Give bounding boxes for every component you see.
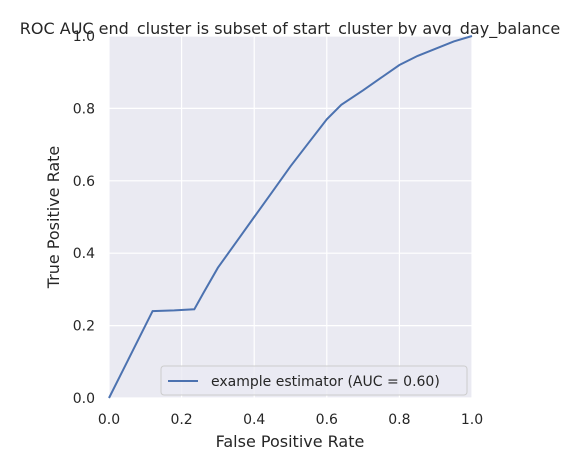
y-axis-label: True Positive Rate: [44, 146, 63, 290]
legend-box: [160, 365, 468, 396]
x-tick-label: 0.8: [388, 412, 410, 428]
x-tick-label: 1.0: [461, 412, 483, 428]
x-axis-label: False Positive Rate: [216, 432, 365, 451]
chart-title: ROC AUC end_cluster is subset of start_c…: [20, 19, 560, 39]
roc-curve-line: [108, 35, 473, 399]
grid-lines: [108, 35, 473, 399]
x-tick-label: 0.0: [98, 412, 120, 428]
plot-area: [109, 36, 472, 398]
y-tick-label: 1.0: [73, 29, 95, 45]
y-tick-label: 0.2: [73, 319, 95, 335]
y-tick-label: 0.6: [73, 174, 95, 190]
y-tick-labels: 0.0 0.2 0.4 0.6 0.8 1.0: [73, 29, 95, 407]
x-tick-labels: 0.0 0.2 0.4 0.6 0.8 1.0: [98, 412, 483, 428]
legend: example estimator (AUC = 0.60): [160, 365, 468, 396]
legend-label: example estimator (AUC = 0.60): [211, 374, 440, 390]
x-tick-label: 0.2: [170, 412, 192, 428]
y-tick-label: 0.4: [73, 246, 95, 262]
y-tick-label: 0.0: [73, 391, 95, 407]
x-tick-label: 0.4: [243, 412, 265, 428]
x-tick-label: 0.6: [316, 412, 338, 428]
y-tick-label: 0.8: [73, 101, 95, 117]
